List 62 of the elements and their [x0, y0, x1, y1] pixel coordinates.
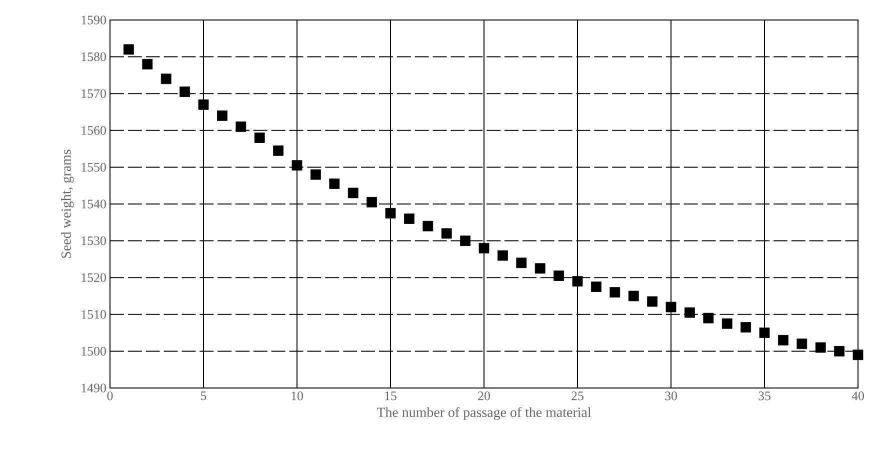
- y-tick-label: 1570: [82, 89, 106, 98]
- point: [292, 160, 302, 171]
- point: [610, 287, 620, 298]
- point: [852, 350, 864, 360]
- point: [628, 290, 639, 302]
- point: [422, 220, 434, 232]
- x-tick-label: 30: [665, 392, 677, 400]
- y-tick-label: 1590: [82, 16, 106, 24]
- point: [478, 242, 490, 254]
- point: [554, 270, 564, 281]
- y-tick-label: 1580: [82, 52, 106, 62]
- point: [647, 296, 658, 307]
- point: [254, 132, 265, 143]
- y-tick-label: 1510: [82, 310, 106, 319]
- point: [273, 145, 284, 156]
- point: [348, 188, 358, 198]
- point: [740, 322, 752, 332]
- point: [217, 110, 228, 121]
- point: [666, 302, 676, 312]
- point: [310, 169, 321, 180]
- x-tick-label: 20: [478, 392, 490, 400]
- y-tick-label: 1500: [82, 346, 106, 356]
- y-tick-label: 1490: [82, 384, 106, 392]
- point: [160, 74, 172, 84]
- point: [142, 58, 153, 70]
- point: [834, 346, 845, 356]
- point: [516, 258, 527, 268]
- y-tick-label: 1550: [82, 162, 106, 172]
- y-tick-label: 1530: [82, 236, 106, 246]
- point: [796, 338, 808, 350]
- x-axis-title: The number of passage of the material: [376, 407, 592, 420]
- point: [498, 250, 508, 261]
- point: [180, 86, 190, 97]
- y-tick-label: 1520: [82, 273, 106, 282]
- point: [366, 196, 377, 208]
- point: [815, 342, 826, 353]
- point: [778, 334, 788, 346]
- point: [759, 328, 770, 338]
- x-tick-label: 35: [758, 392, 770, 400]
- point: [385, 208, 396, 218]
- point: [441, 228, 452, 239]
- y-axis-title: Seed weight, grams: [61, 150, 74, 258]
- x-tick-label: 40: [852, 392, 864, 400]
- x-tick-label: 5: [201, 392, 206, 400]
- x-tick-label: 10: [292, 392, 303, 400]
- point: [124, 44, 134, 55]
- point: [404, 214, 414, 224]
- y-tick-label: 1560: [82, 126, 106, 135]
- point: [703, 312, 714, 324]
- point: [460, 236, 471, 246]
- point: [534, 263, 546, 274]
- point: [329, 178, 340, 189]
- point: [198, 99, 209, 110]
- x-tick-label: 25: [572, 392, 584, 400]
- point: [684, 307, 695, 318]
- point: [591, 282, 602, 292]
- x-tick-label: 15: [385, 392, 396, 400]
- x-tick-label: 0: [107, 392, 113, 400]
- point: [722, 318, 732, 329]
- y-tick-label: 1540: [82, 200, 106, 208]
- point: [236, 122, 246, 132]
- point: [572, 276, 583, 286]
